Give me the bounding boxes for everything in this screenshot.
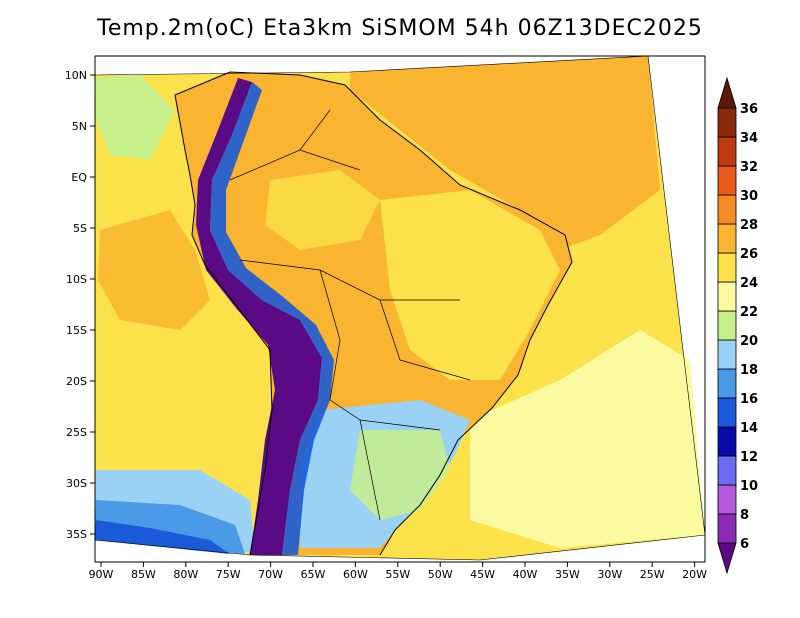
colorbar-swatch <box>717 397 737 428</box>
lat-tick-label: 10N <box>65 69 87 82</box>
colorbar-swatch <box>717 107 737 138</box>
longitude-axis: 90W 85W 80W 75W 70W 65W 60W 55W 50W 45W 40W 35W 30W 2… <box>89 562 707 581</box>
lat-tick-label: 5S <box>73 222 87 235</box>
colorbar-label: 20 <box>740 334 758 349</box>
map-domain-border <box>94 55 706 561</box>
colorbar-label: 12 <box>740 450 758 465</box>
lon-tick-label: 35W <box>555 568 580 581</box>
colorbar-swatch <box>717 223 737 254</box>
lat-tick-label: 35S <box>66 528 87 541</box>
lon-tick-label: 45W <box>470 568 495 581</box>
lon-tick-label: 25W <box>640 568 665 581</box>
colorbar-swatch <box>717 368 737 399</box>
colorbar-label: 22 <box>740 305 758 320</box>
colorbar-swatch <box>717 281 737 312</box>
lon-tick-label: 55W <box>385 568 410 581</box>
lat-tick-label: 5N <box>72 120 87 133</box>
lon-tick-label: 40W <box>513 568 538 581</box>
lon-tick-label: 90W <box>89 568 114 581</box>
country-borders <box>229 109 471 521</box>
lat-tick-label: 25S <box>66 426 87 439</box>
ocean-cool-south-east <box>470 330 705 548</box>
lon-tick-label: 30W <box>597 568 622 581</box>
lat-tick-label: 15S <box>66 324 87 337</box>
colorbar-label: 18 <box>740 363 758 378</box>
lon-tick-label: 50W <box>428 568 453 581</box>
coastline <box>174 71 573 556</box>
colorbar-swatch <box>717 252 737 283</box>
colorbar-arrow-top <box>717 76 737 109</box>
lat-tick-label: EQ <box>71 171 87 184</box>
ocean-cool-north-west <box>95 75 175 160</box>
andes-cold-strip <box>196 78 322 555</box>
lat-tick-label: 20S <box>66 375 87 388</box>
land-mild-north <box>265 170 380 250</box>
andes-mid-strip <box>210 82 334 555</box>
colorbar-swatch <box>717 136 737 167</box>
colorbar-label: 28 <box>740 218 758 233</box>
colorbar-swatch <box>717 165 737 196</box>
ocean-warm-east <box>350 56 660 250</box>
colorbar-label: 10 <box>740 479 758 494</box>
lon-tick-label: 80W <box>173 568 198 581</box>
colorbar-swatch <box>717 426 737 457</box>
map-title: Temp.2m(oC) Eta3km SiSMOM 54h 06Z13DEC20… <box>97 16 703 41</box>
lon-tick-label: 60W <box>343 568 368 581</box>
colorbar-label: 8 <box>740 508 749 523</box>
colorbar-swatch <box>717 484 737 515</box>
lon-tick-label: 85W <box>131 568 156 581</box>
map-area <box>94 55 706 561</box>
lon-tick-label: 75W <box>216 568 241 581</box>
colorbar-swatch <box>717 339 737 370</box>
colorbar-swatch <box>717 455 737 486</box>
colorbar-label: 14 <box>740 421 758 436</box>
ocean-cold-south-west-3 <box>95 520 230 554</box>
lon-tick-label: 70W <box>258 568 283 581</box>
colorbar-arrow-bottom <box>717 542 737 575</box>
colorbar-swatch <box>717 310 737 341</box>
axes-frame <box>94 55 706 563</box>
lon-tick-label: 65W <box>301 568 326 581</box>
colorbar-label: 6 <box>740 537 749 552</box>
colorbar-label: 32 <box>740 160 758 175</box>
colorbar-label: 26 <box>740 247 758 262</box>
lon-tick-label: 20W <box>682 568 707 581</box>
colorbar-swatch <box>717 194 737 225</box>
lat-tick-label: 10S <box>66 273 87 286</box>
colorbar-swatch <box>717 513 737 544</box>
colorbar-label: 24 <box>740 276 758 291</box>
land-mild-east <box>380 190 560 380</box>
latitude-axis: 10N 5N EQ 5S 10S 15S 20S 25S 30S 35S <box>65 69 95 541</box>
colorbar-label: 30 <box>740 189 758 204</box>
colorbar-label: 16 <box>740 392 758 407</box>
colorbar: 6 8 10 12 14 16 18 20 22 24 26 28 30 32 34 36 <box>717 76 758 575</box>
ocean-warm-west <box>98 210 210 330</box>
colorbar-label: 36 <box>740 102 758 117</box>
colorbar-label: 34 <box>740 131 758 146</box>
lat-tick-label: 30S <box>66 477 87 490</box>
